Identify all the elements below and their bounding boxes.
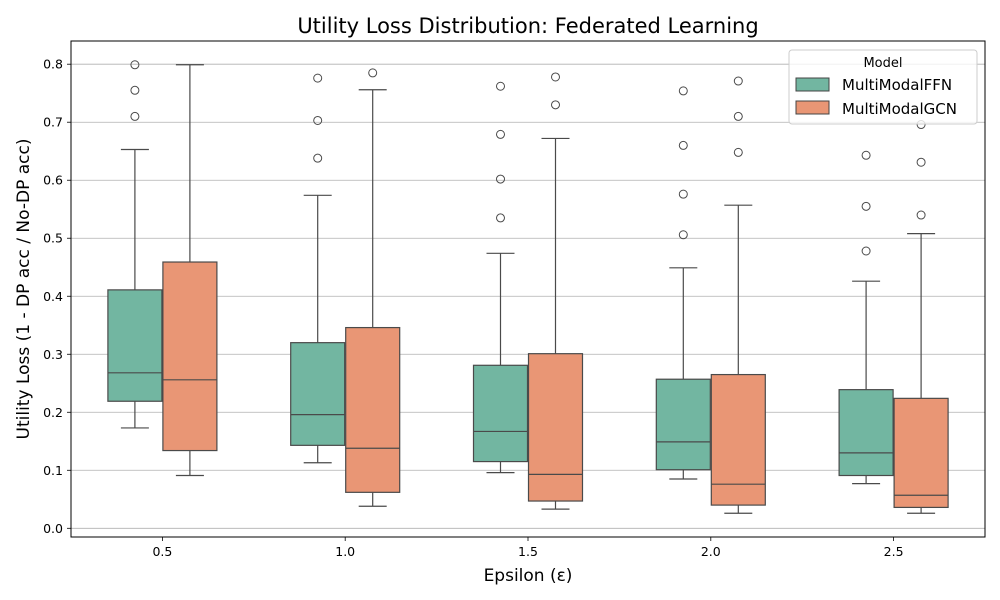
gridlines: [71, 63, 985, 529]
x-axis-ticks: 0.5 1.0 1.5 2.0 2.5: [152, 537, 904, 559]
outlier-point: [368, 68, 378, 78]
y-tick-label: 0.8: [43, 57, 63, 72]
box-multimodalgcn-eps-0.5: [162, 64, 218, 477]
y-tick-label: 0.7: [43, 115, 63, 130]
outlier-point: [130, 85, 140, 95]
x-tick-label: 1.0: [335, 544, 355, 559]
outlier-point: [551, 72, 560, 82]
outlier-point: [678, 230, 688, 240]
outlier-point: [861, 201, 871, 211]
outlier-point: [678, 86, 688, 96]
box-multimodalgcn-eps-2.5: [893, 120, 949, 514]
outlier-point: [313, 73, 323, 83]
x-axis-label: Epsilon (ε): [484, 566, 573, 586]
box-multimodalgcn-eps-1.0: [345, 68, 401, 507]
outlier-point: [916, 210, 926, 220]
box-plots: [107, 60, 949, 514]
outlier-point: [496, 174, 505, 184]
outlier-point: [733, 76, 743, 86]
legend-title: Model: [863, 56, 902, 71]
y-tick-label: 0.5: [43, 231, 63, 246]
y-axis-ticks: 0.0 0.1 0.2 0.3 0.4 0.5 0.6 0.7 0.8: [43, 57, 71, 536]
legend-label-multimodalffn: MultiModalFFN: [842, 76, 952, 94]
outlier-point: [551, 100, 560, 110]
box-multimodalffn-eps-0.5: [107, 60, 163, 429]
outlier-point: [496, 129, 505, 139]
outlier-point: [313, 153, 323, 163]
y-tick-label: 0.3: [43, 347, 63, 362]
outlier-point: [861, 150, 871, 160]
legend-swatch-multimodalffn: [795, 77, 830, 92]
outlier-point: [861, 246, 871, 256]
box-iqr: [838, 389, 894, 477]
outlier-point: [678, 140, 688, 150]
y-tick-label: 0.4: [43, 289, 63, 304]
outlier-point: [916, 157, 926, 167]
y-axis-label: Utility Loss (1 - DP acc / No-DP acc): [14, 139, 34, 440]
x-tick-label: 1.5: [518, 544, 538, 559]
box-multimodalgcn-eps-2.0: [710, 76, 766, 514]
x-tick-label: 2.0: [701, 544, 721, 559]
box-iqr: [162, 261, 218, 452]
box-iqr: [345, 326, 401, 493]
x-tick-label: 2.5: [884, 544, 904, 559]
outlier-point: [496, 213, 505, 223]
box-multimodalgcn-eps-1.5: [527, 72, 584, 510]
box-iqr: [107, 289, 163, 402]
box-iqr: [655, 378, 711, 471]
outlier-point: [733, 147, 743, 157]
legend: Model MultiModalFFN MultiModalGCN: [788, 49, 978, 125]
x-tick-label: 0.5: [152, 544, 172, 559]
y-tick-label: 0.6: [43, 173, 63, 188]
box-iqr: [472, 364, 529, 463]
box-multimodalffn-eps-2.0: [655, 86, 711, 480]
box-multimodalffn-eps-1.5: [472, 81, 529, 474]
outlier-point: [313, 115, 323, 125]
outlier-point: [733, 111, 743, 121]
y-tick-label: 0.0: [43, 521, 63, 536]
y-tick-label: 0.1: [43, 463, 63, 478]
box-multimodalffn-eps-1.0: [290, 73, 346, 464]
outlier-point: [496, 81, 505, 91]
box-multimodalffn-eps-2.5: [838, 150, 894, 485]
chart-title: Utility Loss Distribution: Federated Lea…: [297, 14, 758, 38]
legend-label-multimodalgcn: MultiModalGCN: [842, 100, 957, 118]
outlier-point: [130, 60, 140, 70]
box-iqr: [893, 397, 949, 509]
outlier-point: [678, 189, 688, 199]
box-iqr: [527, 353, 584, 502]
box-iqr: [710, 373, 766, 506]
y-tick-label: 0.2: [43, 405, 63, 420]
legend-swatch-multimodalgcn: [795, 100, 830, 115]
outlier-point: [130, 111, 140, 121]
box-iqr: [290, 342, 346, 446]
legend-frame: [788, 49, 978, 125]
